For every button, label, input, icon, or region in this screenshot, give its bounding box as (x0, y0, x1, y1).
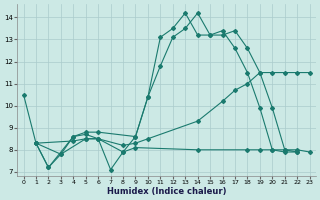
X-axis label: Humidex (Indice chaleur): Humidex (Indice chaleur) (107, 187, 226, 196)
